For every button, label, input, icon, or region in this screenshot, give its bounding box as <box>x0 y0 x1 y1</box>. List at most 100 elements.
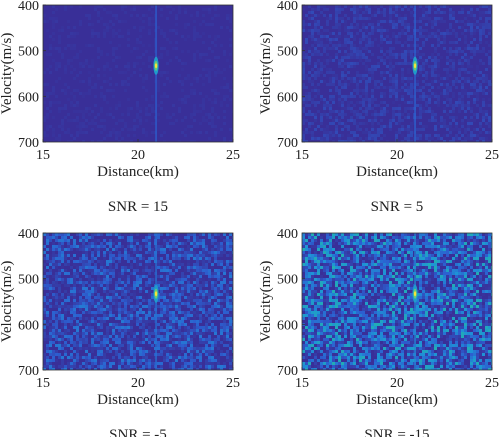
heatmap-cell <box>52 275 55 278</box>
heatmap-cell <box>127 107 130 110</box>
heatmap-cell <box>100 335 103 338</box>
heatmap-cell <box>169 296 172 299</box>
heatmap-cell <box>320 137 323 140</box>
heatmap-cell <box>145 329 148 332</box>
heatmap-cell <box>67 299 70 302</box>
heatmap-cell <box>386 41 389 44</box>
heatmap-cell <box>184 359 187 362</box>
heatmap-cell <box>482 98 485 101</box>
heatmap-cell <box>431 8 434 11</box>
heatmap-cell <box>428 140 431 142</box>
heatmap-cell <box>422 110 425 113</box>
heatmap-cell <box>431 74 434 77</box>
heatmap-cell <box>61 269 64 272</box>
heatmap-cell <box>314 50 317 53</box>
heatmap-cell <box>106 278 109 281</box>
heatmap-cell <box>151 248 154 251</box>
heatmap-cell <box>470 83 473 86</box>
heatmap-cell <box>82 140 85 142</box>
heatmap-cell <box>305 53 308 56</box>
heatmap-cell <box>389 65 392 68</box>
heatmap-cell <box>440 254 443 257</box>
heatmap-cell <box>217 275 220 278</box>
heatmap-cell <box>85 356 88 359</box>
heatmap-cell <box>43 338 46 341</box>
heatmap-cell <box>419 17 422 20</box>
heatmap-cell <box>118 341 121 344</box>
heatmap-cell <box>175 335 178 338</box>
heatmap-cell <box>148 320 151 323</box>
panel-caption: SNR = 5 <box>371 199 424 215</box>
heatmap-cell <box>55 68 58 71</box>
heatmap-cell <box>308 257 311 260</box>
heatmap-cell <box>88 302 91 305</box>
heatmap-cell <box>166 344 169 347</box>
heatmap-cell <box>94 83 97 86</box>
heatmap-cell <box>338 65 341 68</box>
heatmap-cell <box>314 47 317 50</box>
heatmap-cell <box>365 257 368 260</box>
heatmap-cell <box>187 317 190 320</box>
heatmap-cell <box>133 353 136 356</box>
heatmap-cell <box>103 263 106 266</box>
heatmap-cell <box>344 41 347 44</box>
heatmap-cell <box>124 284 127 287</box>
heatmap-cell <box>145 356 148 359</box>
heatmap-cell <box>64 353 67 356</box>
heatmap-cell <box>205 359 208 362</box>
heatmap-cell <box>79 122 82 125</box>
heatmap-cell <box>214 248 217 251</box>
heatmap-cell <box>121 320 124 323</box>
heatmap-cell <box>118 326 121 329</box>
heatmap-cell <box>455 20 458 23</box>
heatmap-cell <box>476 77 479 80</box>
heatmap-cell <box>353 62 356 65</box>
heatmap-cell <box>61 305 64 308</box>
heatmap-cell <box>359 8 362 11</box>
heatmap-cell <box>335 257 338 260</box>
heatmap-cell <box>488 50 491 53</box>
heatmap-cell <box>461 26 464 29</box>
heatmap-cell <box>148 368 151 370</box>
heatmap-cell <box>350 248 353 251</box>
heatmap-cell <box>157 275 160 278</box>
heatmap-cell <box>136 296 139 299</box>
heatmap-cell <box>196 329 199 332</box>
heatmap-cell <box>317 14 320 17</box>
heatmap-cell <box>148 59 151 62</box>
heatmap-cell <box>395 86 398 89</box>
heatmap-cell <box>73 110 76 113</box>
heatmap-cell <box>70 119 73 122</box>
heatmap-cell <box>43 356 46 359</box>
heatmap-cell <box>229 332 232 335</box>
heatmap-cell <box>371 107 374 110</box>
heatmap-cell <box>329 107 332 110</box>
heatmap-cell <box>79 5 82 8</box>
heatmap-cell <box>449 80 452 83</box>
heatmap-cell <box>91 299 94 302</box>
heatmap-cell <box>446 233 449 236</box>
heatmap-cell <box>142 245 145 248</box>
heatmap-cell <box>133 356 136 359</box>
heatmap-cell <box>169 347 172 350</box>
heatmap-cell <box>55 359 58 362</box>
heatmap-cell <box>302 23 305 26</box>
heatmap-cell <box>383 134 386 137</box>
heatmap-cell <box>488 122 491 125</box>
heatmap-cell <box>61 29 64 32</box>
heatmap-cell <box>404 236 407 239</box>
heatmap-cell <box>97 350 100 353</box>
heatmap-cell <box>217 68 220 71</box>
heatmap-cell <box>190 113 193 116</box>
heatmap-cell <box>377 80 380 83</box>
heatmap-cell <box>202 293 205 296</box>
heatmap-cell <box>359 59 362 62</box>
heatmap-cell <box>184 275 187 278</box>
heatmap-cell <box>163 92 166 95</box>
heatmap-cell <box>190 353 193 356</box>
heatmap-cell <box>416 239 419 242</box>
heatmap-cell <box>49 317 52 320</box>
heatmap-cell <box>109 290 112 293</box>
heatmap-cell <box>103 23 106 26</box>
